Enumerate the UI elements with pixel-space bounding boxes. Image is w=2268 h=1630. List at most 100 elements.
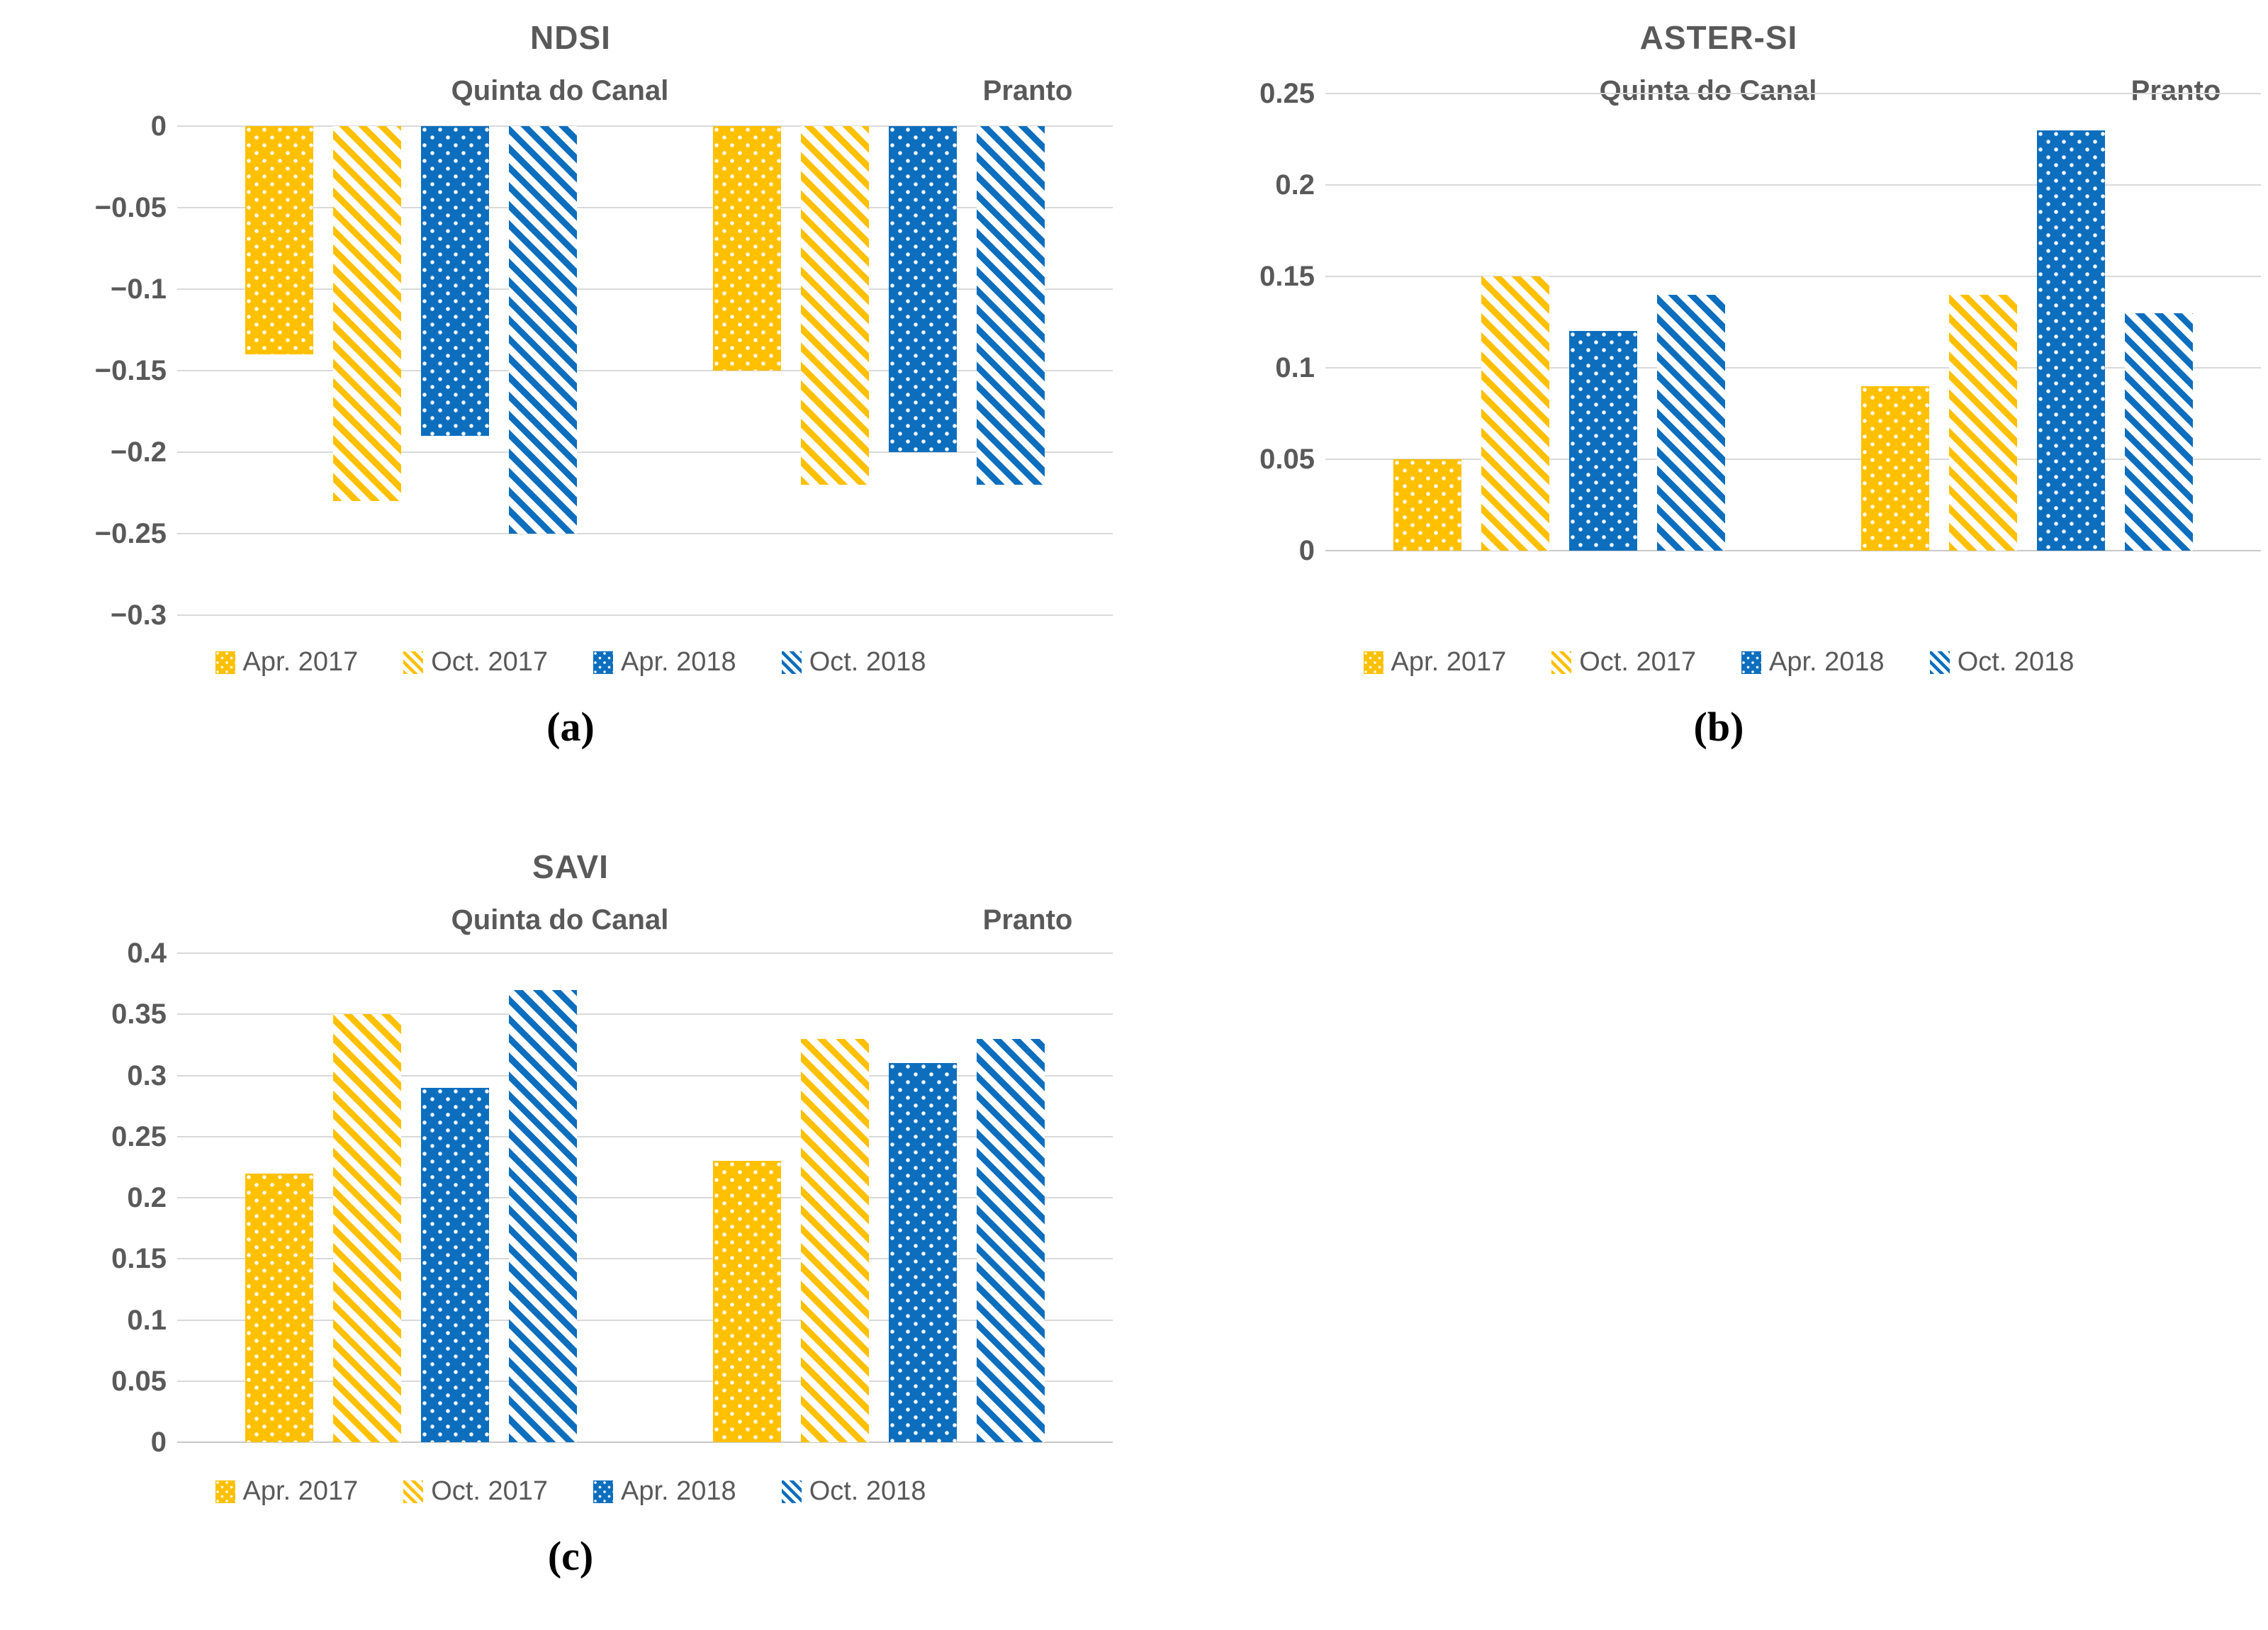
plot-area-ndsi: 0 −0.05 −0.1 −0.15 −0.2 −0.25 −0.3 (95, 111, 1113, 631)
gridline (177, 952, 1113, 954)
y-axis-tick-label: −0.15 (94, 355, 167, 386)
gridline (177, 1319, 1113, 1321)
bar-apr-2017-pranto (713, 126, 781, 371)
gridline (1325, 93, 2261, 94)
bar-oct-2017-pranto (801, 126, 869, 485)
y-axis-tick-label: −0.1 (111, 274, 167, 305)
legend-item: Oct. 2018 (1929, 647, 2075, 678)
blue-dotted-swatch (1741, 651, 1761, 674)
bar-oct-2017-pranto (801, 1038, 869, 1442)
y-axis-tick-label: −0.2 (111, 437, 167, 468)
y-axis-tick-label: 0.15 (111, 1243, 167, 1275)
legend-label: Apr. 2017 (242, 1476, 359, 1506)
y-axis-tick-label: 0 (150, 111, 167, 142)
group-label-quinta-do-canal: Quinta do Canal (451, 75, 669, 106)
gridline (177, 1380, 1113, 1382)
chart-panel-savi: SAVI Quinta do Canal Pranto 0.4 0.35 0.3 0.… (28, 843, 1113, 1630)
blue-dotted-swatch (593, 651, 613, 674)
legend-savi: Apr. 2017 Oct. 2017 Apr. 2018 Oct. 2018 (28, 1476, 1113, 1507)
gridline (177, 1258, 1113, 1260)
y-axis-tick-label: 0.15 (1259, 261, 1315, 292)
legend-item: Apr. 2018 (593, 1476, 736, 1507)
chart-title-savi: SAVI (532, 848, 609, 885)
bar-apr-2018-pranto (2037, 130, 2105, 551)
gridline (177, 370, 1113, 371)
legend-label: Oct. 2018 (809, 1476, 926, 1506)
blue-hatch-swatch (1929, 651, 1950, 674)
plot-area-aster-si: 0.25 0.2 0.15 0.1 0.05 0 (1259, 78, 2261, 566)
legend-item: Apr. 2017 (215, 1476, 359, 1507)
bar-oct-2017-pranto (1949, 294, 2017, 551)
legend-item: Apr. 2018 (1741, 647, 1885, 678)
legend-label: Oct. 2018 (1957, 647, 2075, 677)
legend-item: Apr. 2018 (593, 647, 736, 678)
bar-apr-2018-pranto (889, 126, 957, 452)
y-axis-tick-label: 0.1 (127, 1304, 167, 1336)
legend-label: Oct. 2018 (809, 647, 926, 677)
yellow-dotted-swatch (215, 1480, 235, 1503)
group-label-quinta-do-canal: Quinta do Canal (1599, 75, 1817, 106)
y-axis-tick-label: 0.25 (111, 1120, 167, 1152)
legend-item: Apr. 2017 (215, 647, 359, 678)
legend-aster-si: Apr. 2017 Oct. 2017 Apr. 2018 Oct. 2018 (1177, 647, 2261, 678)
legend-item: Apr. 2017 (1363, 647, 1507, 678)
bar-oct-2018-pranto (977, 1038, 1045, 1442)
bar-oct-2017-quinta-do-canal (333, 1014, 401, 1442)
chart-panel-ndsi: NDSI Quinta do Canal Pranto 0 −0.05 −0.1 −0… (28, 14, 1113, 801)
y-axis-tick-label: 0 (150, 1427, 167, 1458)
panel-letter-c: (c) (547, 1533, 594, 1579)
bar-apr-2018-quinta-do-canal (421, 126, 489, 436)
gridline (177, 1197, 1113, 1198)
y-axis-tick-label: 0.1 (1275, 352, 1315, 383)
legend-item: Oct. 2018 (781, 647, 926, 678)
bar-apr-2017-pranto (713, 1161, 781, 1442)
bar-oct-2018-pranto (977, 126, 1045, 485)
plot-area-savi: 0.4 0.35 0.3 0.25 0.2 0.15 0.1 0.05 0 (111, 938, 1113, 1458)
legend-label: Oct. 2017 (431, 647, 548, 677)
legend-ndsi: Apr. 2017 Oct. 2017 Apr. 2018 Oct. 2018 (28, 647, 1113, 678)
y-axis-tick-label: 0.05 (1259, 444, 1315, 475)
y-axis-tick-label: 0.35 (111, 999, 167, 1030)
yellow-dotted-swatch (215, 651, 235, 674)
y-axis-tick-label: 0.05 (111, 1365, 167, 1397)
gridline (177, 1074, 1113, 1077)
legend-label: Oct. 2017 (431, 1476, 548, 1506)
legend-label: Apr. 2018 (621, 1476, 736, 1506)
bar-apr-2018-quinta-do-canal (421, 1087, 489, 1442)
bar-apr-2017-quinta-do-canal (245, 1173, 313, 1442)
chart-title-ndsi: NDSI (530, 19, 611, 56)
bar-oct-2017-quinta-do-canal (333, 126, 401, 501)
group-label-pranto: Pranto (982, 75, 1073, 106)
bar-apr-2017-quinta-do-canal (245, 126, 313, 354)
gridline (177, 614, 1113, 616)
y-axis-tick-label: −0.3 (111, 600, 167, 631)
blue-hatch-swatch (781, 651, 802, 674)
yellow-hatch-swatch (403, 651, 424, 674)
y-axis-tick-label: −0.05 (94, 192, 167, 223)
y-axis-tick-label: 0.3 (127, 1060, 167, 1091)
legend-item: Oct. 2017 (1551, 647, 1696, 678)
legend-label: Oct. 2017 (1579, 647, 1696, 677)
group-label-pranto: Pranto (982, 904, 1073, 935)
group-label-quinta-do-canal: Quinta do Canal (451, 904, 669, 935)
y-axis-tick-label: 0.4 (127, 938, 167, 969)
bar-apr-2017-quinta-do-canal (1393, 459, 1461, 551)
legend-label: Apr. 2017 (242, 647, 359, 677)
panel-letter-a: (a) (546, 704, 595, 750)
gridline (1325, 276, 2261, 277)
chart-title-aster-si: ASTER-SI (1639, 19, 1798, 56)
gridline (1325, 184, 2261, 186)
gridline (1325, 367, 2261, 369)
legend-label: Apr. 2017 (1391, 647, 1507, 677)
legend-item: Oct. 2017 (403, 647, 548, 678)
gridline (177, 533, 1113, 534)
y-axis-tick-label: 0.2 (1275, 169, 1315, 201)
legend-label: Apr. 2018 (621, 647, 736, 677)
gridline (177, 207, 1113, 208)
gridline (177, 451, 1113, 453)
bar-apr-2018-pranto (889, 1063, 957, 1442)
bar-apr-2017-pranto (1861, 386, 1929, 551)
legend-label: Apr. 2018 (1769, 647, 1885, 677)
legend-item: Oct. 2018 (781, 1476, 926, 1507)
